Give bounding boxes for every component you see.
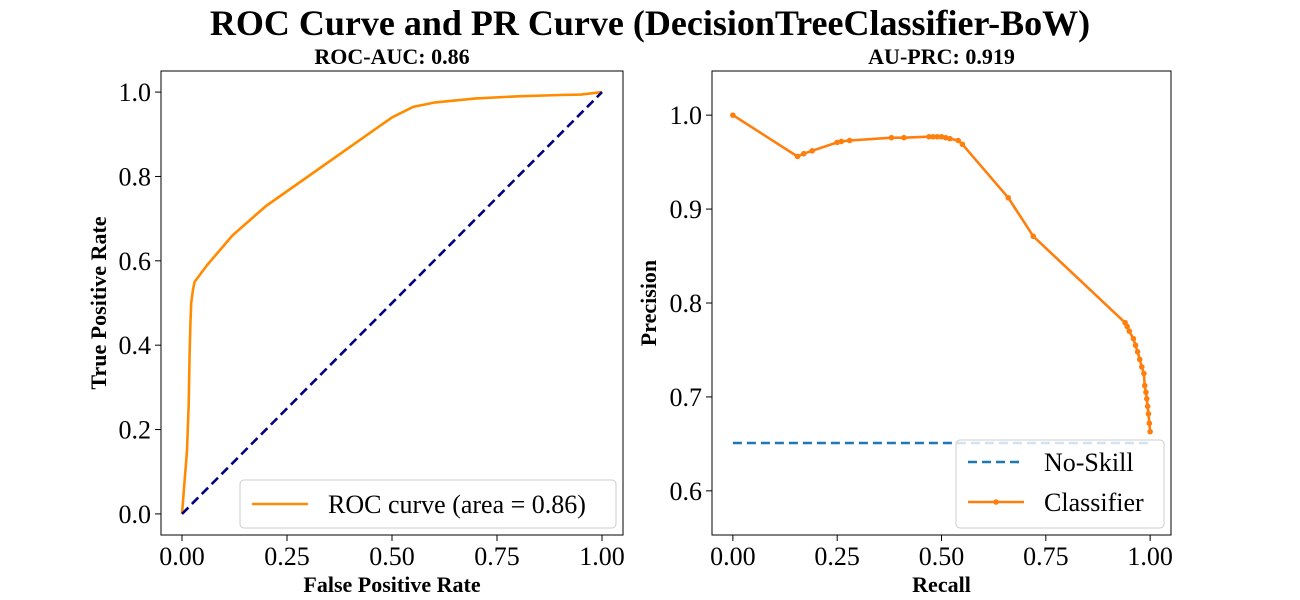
x-tick-label: 0.75 (1023, 542, 1069, 571)
data-point (930, 133, 936, 140)
y-tick-label: 0.8 (670, 289, 703, 318)
data-point (1143, 396, 1150, 402)
y-tick-label: 0.4 (119, 331, 152, 360)
data-point (1124, 323, 1130, 330)
data-point (1134, 349, 1141, 355)
data-point (934, 133, 941, 140)
x-tick-label: 0.25 (814, 542, 860, 571)
x-tick-label: 0.00 (159, 542, 205, 571)
x-tick-label: 0.50 (919, 542, 965, 571)
data-point (730, 112, 736, 118)
legend-box (239, 479, 617, 529)
data-point (926, 133, 932, 140)
data-point (1145, 411, 1152, 417)
y-tick-label: 0.2 (119, 416, 152, 445)
legend-label: Classifier (1044, 488, 1144, 517)
x-axis-label: Recall (912, 572, 971, 597)
x-tick-label: 1.00 (579, 542, 625, 571)
data-point (1130, 335, 1137, 342)
y-tick-label: 0.7 (670, 383, 703, 412)
figure-suptitle: ROC Curve and PR Curve (DecisionTreeClas… (209, 3, 1091, 43)
x-tick-label: 0.25 (264, 542, 310, 571)
data-point (888, 134, 895, 141)
legend-label: No-Skill (1044, 448, 1134, 477)
y-tick-label: 1.0 (670, 101, 703, 130)
data-point (1143, 389, 1149, 396)
y-axis-label: Precision (636, 260, 661, 346)
data-point (1126, 328, 1133, 334)
data-point (947, 135, 953, 142)
data-point (846, 137, 853, 144)
diagonal-reference-line (181, 91, 603, 515)
series-line-roc-curve-area-0-86 (180, 90, 603, 515)
data-point (1144, 403, 1151, 410)
roc-panel: ROC-AUC: 0.86 0.00 0.25 0.50 0.75 1.00 0.0 0.2 0… (86, 44, 625, 597)
data-point (1141, 382, 1148, 389)
data-point (794, 153, 801, 160)
data-point (838, 138, 845, 145)
data-point (801, 150, 807, 157)
data-point (901, 134, 907, 141)
data-point (1141, 370, 1147, 377)
y-tick-label: 0.8 (119, 162, 152, 191)
y-tick-label: 0.6 (670, 477, 703, 506)
data-point (938, 133, 945, 140)
legend-box (955, 439, 1165, 529)
legend-marker (993, 499, 999, 505)
y-tick-label: 0.6 (119, 247, 152, 276)
y-axis-label: True Positive Rate (86, 216, 111, 389)
data-point (955, 137, 961, 144)
data-point (1136, 356, 1143, 363)
x-tick-label: 0.00 (710, 542, 756, 571)
data-point (834, 139, 840, 146)
data-point (809, 148, 815, 154)
data-point (1138, 364, 1145, 370)
axes-title: AU-PRC: 0.919 (868, 44, 1015, 69)
axes-title: ROC-AUC: 0.86 (314, 44, 469, 69)
y-tick-label: 0.9 (670, 195, 703, 224)
y-tick-label: 0.0 (119, 500, 152, 529)
x-tick-label: 1.00 (1127, 542, 1173, 571)
data-point (1132, 342, 1139, 349)
data-point (1147, 428, 1153, 435)
pr-panel: AU-PRC: 0.919 0.00 0.25 0.50 0.75 1.00 0.6 0.7 0… (636, 44, 1173, 597)
y-tick-label: 1.0 (119, 78, 152, 107)
x-tick-label: 0.50 (369, 542, 415, 571)
data-point (942, 134, 949, 141)
data-point (1146, 420, 1153, 427)
data-point (959, 141, 966, 148)
data-point (1005, 195, 1012, 201)
legend-label: ROC curve (area = 0.86) (328, 490, 586, 519)
x-tick-label: 0.75 (474, 542, 520, 571)
x-axis-label: False Positive Rate (303, 572, 480, 597)
series-line-classifier (732, 114, 1152, 432)
data-point (1030, 233, 1037, 240)
